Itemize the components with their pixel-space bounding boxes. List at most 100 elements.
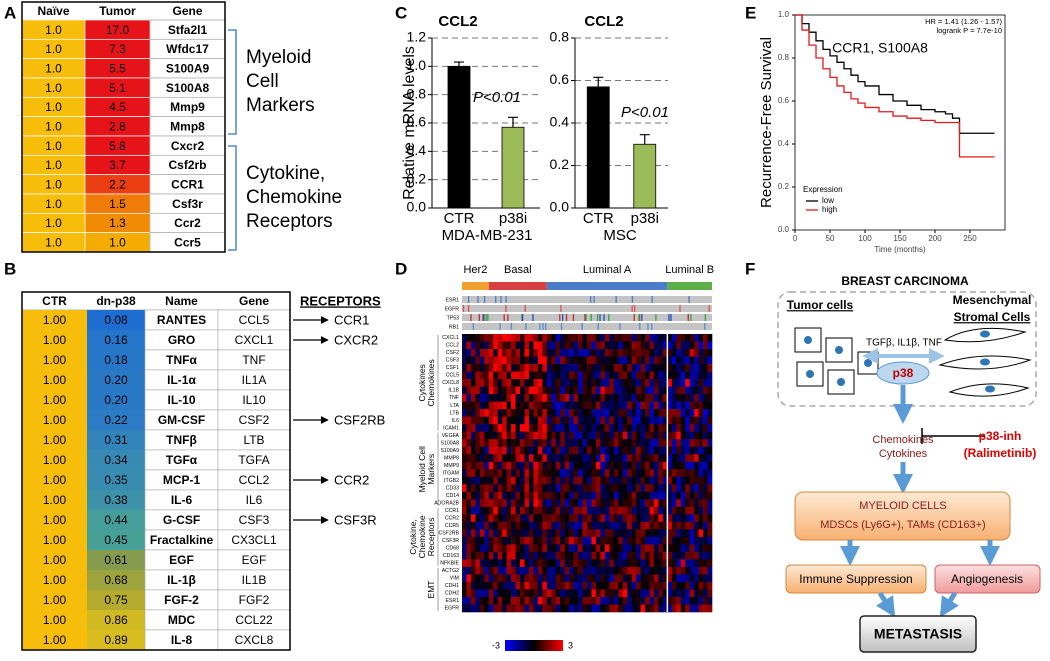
heatmap-cell bbox=[676, 416, 682, 425]
heatmap-cell bbox=[542, 581, 548, 590]
heatmap-cell bbox=[636, 401, 641, 410]
cytokine-name: IL-1β bbox=[167, 573, 196, 587]
heatmap-cell bbox=[636, 469, 641, 478]
bar bbox=[501, 126, 525, 209]
heatmap-cell bbox=[560, 341, 565, 350]
heatmap-cell bbox=[698, 379, 704, 387]
receptor-label: CSF3R bbox=[334, 512, 377, 527]
heatmap-cell bbox=[528, 559, 534, 568]
heatmap-cell bbox=[645, 536, 650, 545]
table-cell bbox=[22, 490, 87, 510]
heatmap-cell bbox=[649, 379, 655, 387]
subtype-bar bbox=[667, 282, 712, 290]
heatmap-cell bbox=[502, 566, 507, 575]
heatmap-cell bbox=[537, 371, 543, 380]
heatmap-cell bbox=[707, 454, 713, 463]
cytokine-name: G-CSF bbox=[163, 513, 200, 527]
heatmap-cell bbox=[694, 454, 699, 463]
heatmap-cell bbox=[555, 574, 561, 583]
heatmap-cell bbox=[636, 409, 641, 417]
heatmap-cell bbox=[591, 581, 597, 590]
track-label: RB1 bbox=[449, 324, 459, 330]
heatmap-cell bbox=[560, 371, 565, 380]
heatmap-cell bbox=[689, 559, 695, 568]
heatmap-cell bbox=[689, 529, 695, 538]
heatmap-cell bbox=[502, 559, 507, 568]
heatmap-cell bbox=[604, 364, 610, 372]
heatmap-cell bbox=[573, 416, 579, 425]
heatmap-cell bbox=[685, 454, 690, 463]
heatmap-cell bbox=[470, 491, 476, 500]
heatmap-cell bbox=[613, 424, 619, 432]
gene-name: Wfdc17 bbox=[166, 42, 209, 56]
heatmap-cell bbox=[613, 371, 619, 380]
heatmap-cell bbox=[493, 371, 499, 380]
heatmap-cell bbox=[587, 491, 592, 500]
heatmap-cell bbox=[698, 334, 704, 342]
heatmap-cell bbox=[520, 581, 525, 590]
heatmap-cell bbox=[578, 476, 583, 485]
heatmap-cell bbox=[645, 409, 650, 417]
heatmap-cell bbox=[595, 401, 601, 410]
track-mark bbox=[477, 296, 479, 303]
heatmap-cell bbox=[528, 356, 534, 365]
heatmap-cell bbox=[609, 604, 615, 613]
heatmap-cell bbox=[618, 439, 624, 448]
heatmap-cell bbox=[645, 604, 650, 613]
heatmap-cell bbox=[569, 604, 574, 613]
heatmap-cell bbox=[640, 379, 646, 387]
heatmap-cell bbox=[484, 536, 490, 545]
heatmap-cell bbox=[551, 454, 557, 463]
heatmap-cell bbox=[560, 439, 565, 448]
heatmap-cell bbox=[569, 596, 574, 605]
heatmap-cell bbox=[511, 506, 516, 515]
track-mark bbox=[599, 314, 601, 321]
heatmap-cell bbox=[555, 551, 561, 560]
track-mark bbox=[593, 296, 595, 303]
heatmap-cell bbox=[658, 589, 664, 598]
heatmap-cell bbox=[493, 484, 499, 493]
heatmap-cell bbox=[689, 386, 695, 395]
heatmap-cell bbox=[595, 559, 601, 568]
heatmap-cell bbox=[707, 551, 713, 560]
heatmap-cell bbox=[569, 356, 574, 365]
heatmap-cell bbox=[569, 521, 574, 530]
heatmap-cell bbox=[703, 589, 708, 598]
annotation: P<0.01 bbox=[621, 104, 669, 121]
heatmap-cell bbox=[649, 529, 655, 538]
heatmap-cell bbox=[600, 371, 606, 380]
heatmap-cell bbox=[645, 356, 650, 365]
heatmap-cell bbox=[475, 596, 481, 605]
heatmap-cell bbox=[649, 484, 655, 493]
heatmap-cell bbox=[582, 484, 588, 493]
heatmap-cell bbox=[600, 551, 606, 560]
heatmap-cell bbox=[560, 476, 565, 485]
heatmap-cell bbox=[555, 521, 561, 530]
heatmap-cell bbox=[662, 401, 668, 410]
heatmap-cell bbox=[582, 536, 588, 545]
heatmap-cell bbox=[537, 401, 543, 410]
heatmap-cell bbox=[667, 491, 673, 500]
heatmap-cell bbox=[520, 386, 525, 395]
heatmap-cell bbox=[569, 514, 574, 523]
heatmap-cell bbox=[622, 491, 628, 500]
heatmap-cell bbox=[671, 454, 677, 463]
heatmap-cell bbox=[551, 334, 557, 342]
heatmap-cell bbox=[466, 559, 472, 568]
heatmap-cell bbox=[573, 341, 579, 350]
heatmap-cell bbox=[640, 476, 646, 485]
heatmap-cell bbox=[685, 581, 690, 590]
heatmap-cell bbox=[676, 529, 682, 538]
heatmap-cell bbox=[587, 401, 592, 410]
stromal-label: Stromal Cells bbox=[954, 310, 1031, 324]
heatmap-cell bbox=[618, 566, 624, 575]
heatmap-cell bbox=[506, 566, 512, 575]
heatmap-cell bbox=[524, 349, 530, 357]
heatmap-cell bbox=[560, 499, 565, 508]
outcome-box bbox=[785, 564, 927, 594]
heatmap-cell bbox=[600, 589, 606, 598]
heatmap-cell bbox=[649, 566, 655, 575]
heatmap-cell bbox=[640, 469, 646, 478]
heatmap-cell bbox=[479, 469, 485, 478]
expression-value: 0.38 bbox=[104, 493, 128, 507]
